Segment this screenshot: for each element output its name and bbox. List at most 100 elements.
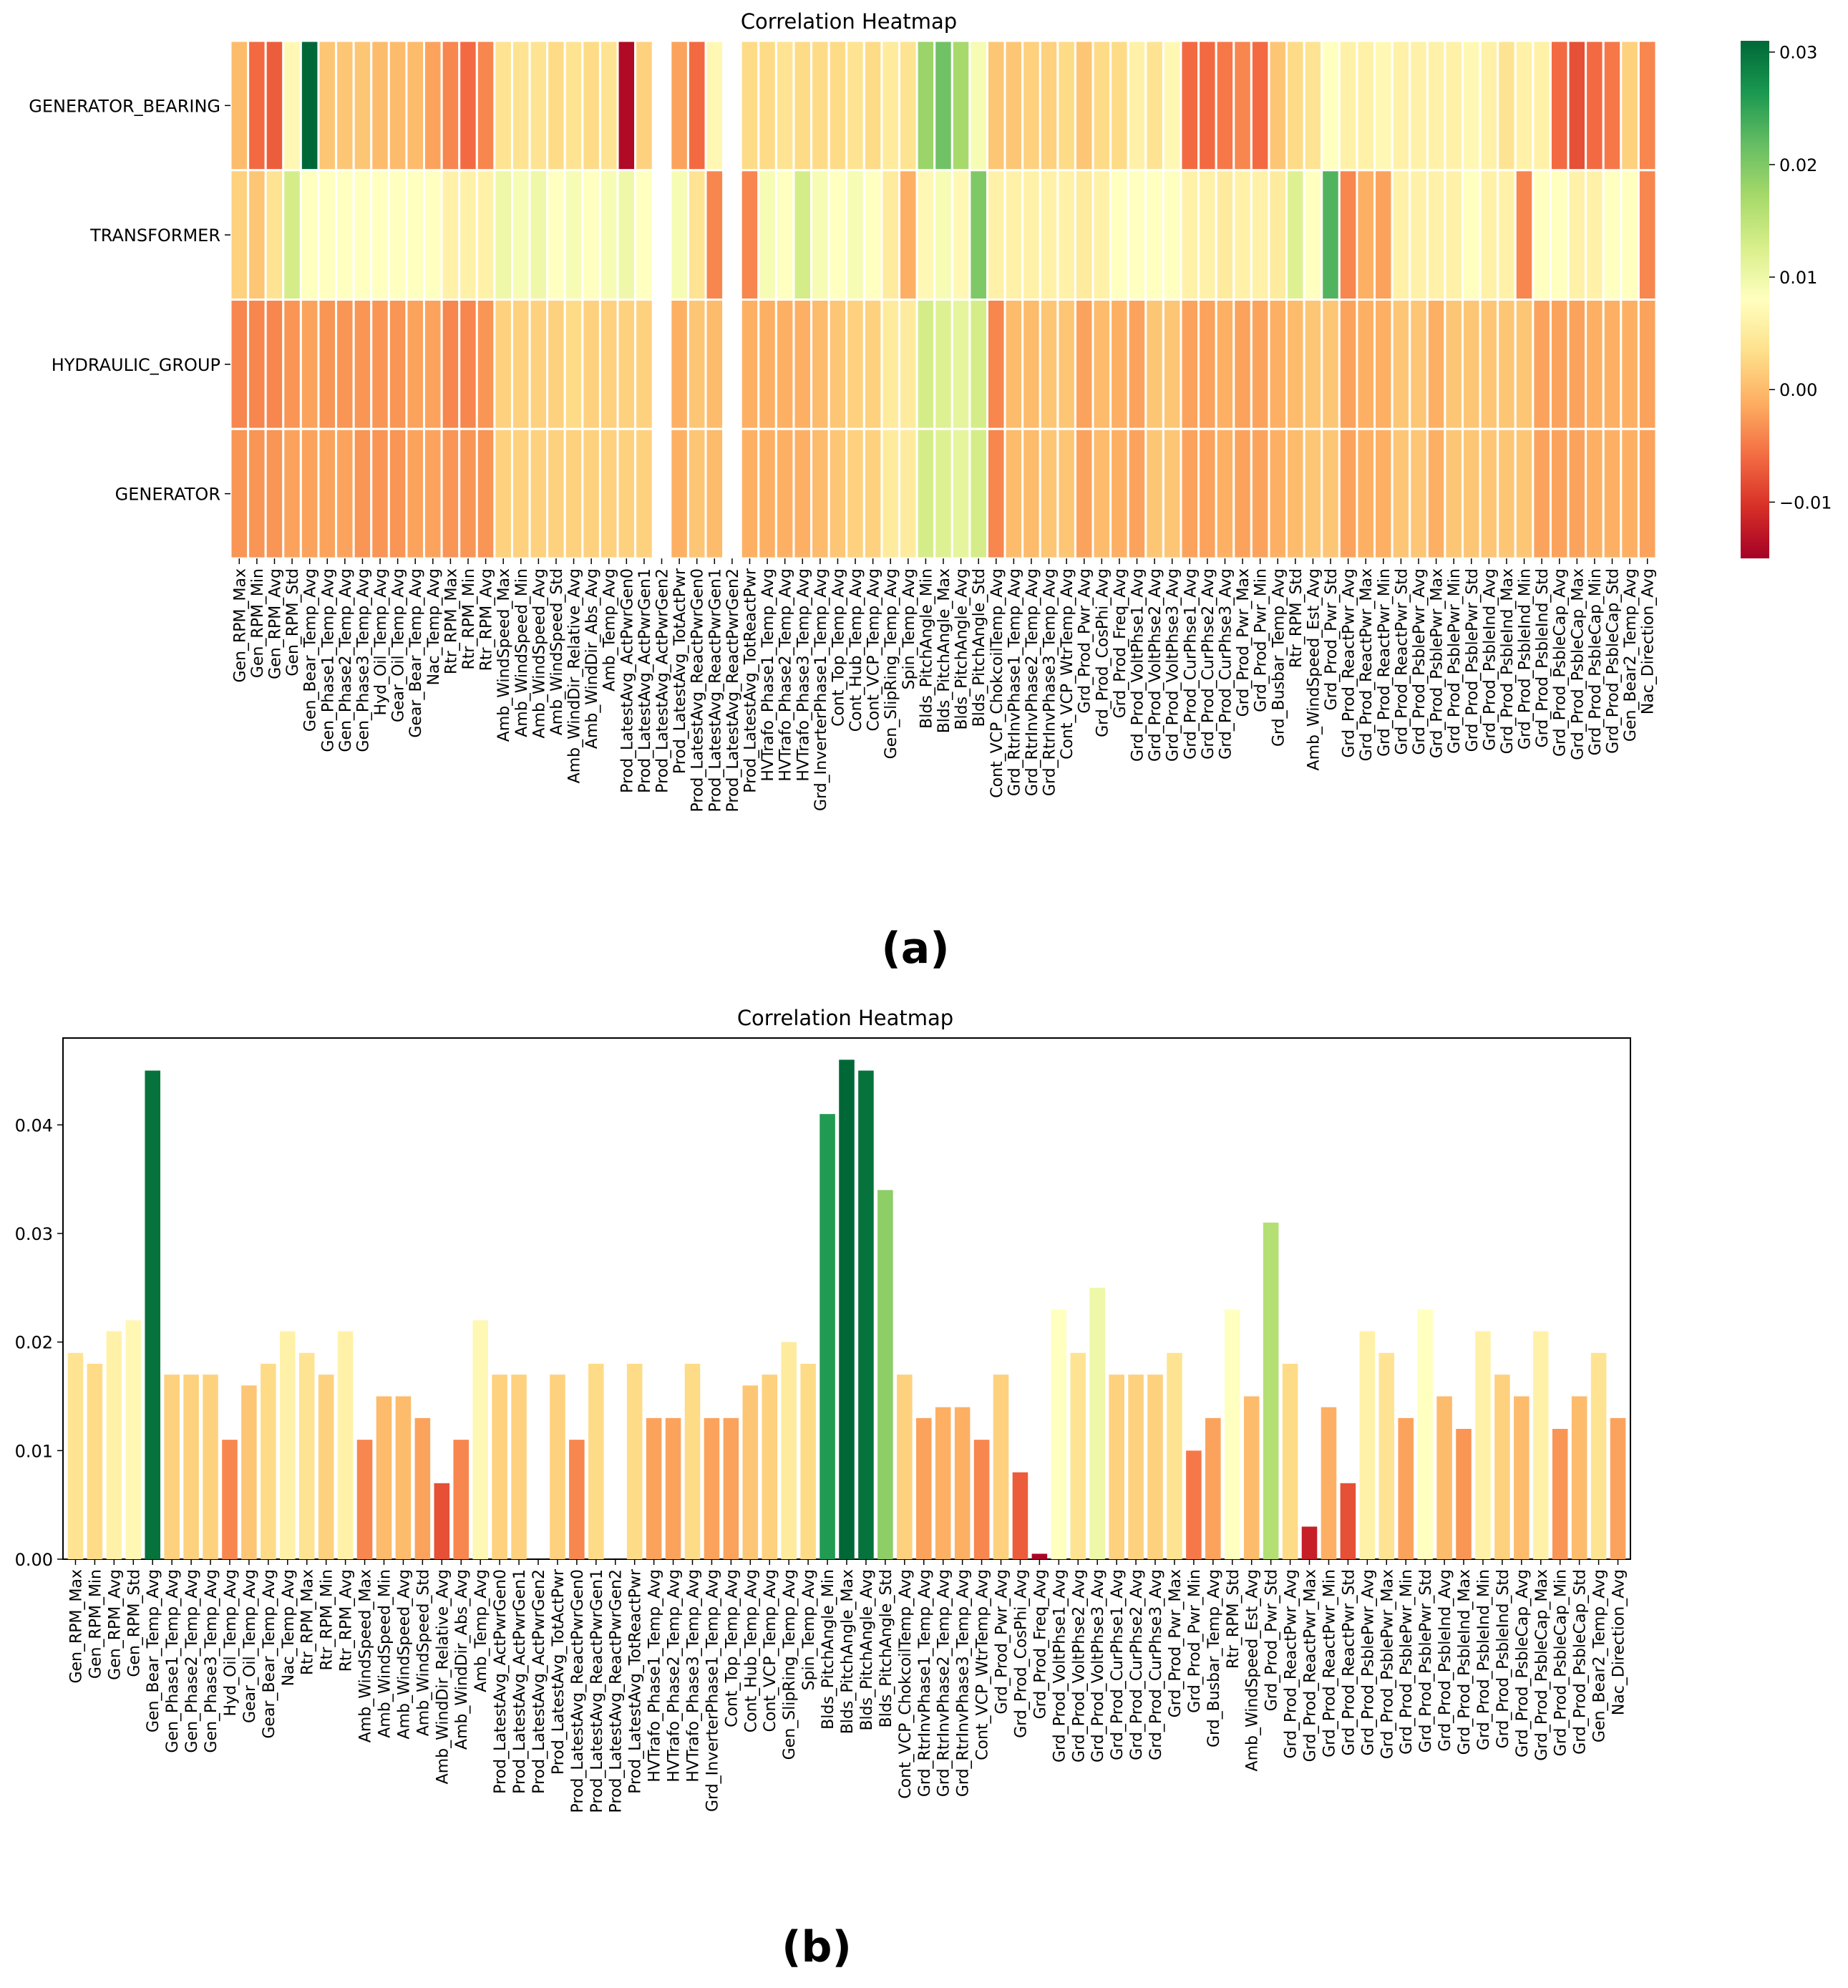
heatmap-cell <box>423 39 443 172</box>
colorbar-gradient <box>1741 41 1769 558</box>
heatmap-cell <box>581 299 601 430</box>
heatmap-cell <box>475 169 496 301</box>
heatmap-cell <box>1514 299 1535 430</box>
bar <box>511 1374 527 1559</box>
column-label: Grd_Prod_Pwr_Min <box>1253 568 1270 712</box>
heatmap-cell <box>898 299 918 430</box>
heatmap-cell <box>1056 299 1076 430</box>
heatmap-cell <box>335 427 355 560</box>
x-tick-label: Nac_Direction_Avg <box>1610 1569 1628 1715</box>
heatmap-cell <box>1091 299 1112 430</box>
heatmap-cell <box>1444 427 1464 560</box>
x-tick-label: Rtr_RPM_Min <box>318 1569 336 1671</box>
bar <box>742 1385 759 1559</box>
heatmap-cell <box>1585 39 1605 172</box>
bar <box>472 1320 488 1559</box>
column-label: Grd_Prod_Pwr_Max <box>1235 568 1253 717</box>
heatmap-cell <box>264 39 285 172</box>
heatmap-cell <box>352 427 373 560</box>
column-label: Rtr_RPM_Avg <box>478 568 496 671</box>
bar <box>588 1364 604 1559</box>
x-tick-label: Amb_WindDir_Relative_Avg <box>434 1569 452 1784</box>
x-tick-label: Blds_PitchAngle_Avg <box>858 1569 876 1731</box>
column-label: Gen_Bear2_Temp_Avg <box>1622 568 1640 742</box>
heatmap-cell <box>1549 427 1570 560</box>
heatmap-cell <box>1444 39 1464 172</box>
heatmap-cell <box>598 169 619 301</box>
heatmap-cell <box>458 39 478 172</box>
bar <box>1610 1417 1626 1559</box>
heatmap-cell <box>1127 169 1147 301</box>
heatmap-cell <box>335 169 355 301</box>
bar <box>1167 1352 1182 1559</box>
heatmap-cell <box>1039 299 1059 430</box>
x-tick-label: Blds_PitchAngle_Min <box>820 1569 837 1730</box>
heatmap-cell <box>880 39 901 172</box>
bar <box>800 1364 816 1559</box>
bar <box>839 1060 855 1559</box>
heatmap-cell <box>616 39 637 172</box>
heatmap-cell <box>1180 169 1200 301</box>
heatmap-cell <box>405 39 426 172</box>
y-tick-label: 0.01 <box>15 1441 53 1461</box>
heatmap-cell <box>616 299 637 430</box>
bar <box>1243 1396 1260 1559</box>
x-tick-label: Hyd_Oil_Temp_Avg <box>222 1569 240 1716</box>
bar <box>1533 1331 1549 1559</box>
heatmap-cell <box>1127 427 1147 560</box>
bar <box>993 1374 1009 1559</box>
heatmap-cell <box>1197 427 1217 560</box>
heatmap-cell <box>1391 39 1411 172</box>
x-tick-label: Gen_RPM_Max <box>67 1569 85 1684</box>
column-label: Grd_RtrInvPhase3_Temp_Avg <box>1041 568 1059 796</box>
column-label: Gen_Bear_Temp_Avg <box>302 568 320 732</box>
heatmap-cell <box>1373 427 1394 560</box>
heatmap-cell <box>1215 427 1235 560</box>
heatmap-cell <box>299 427 320 560</box>
x-tick-label: Spin_Temp_Avg <box>800 1569 818 1690</box>
heatmap-cell <box>1162 169 1182 301</box>
bar <box>183 1374 199 1559</box>
heatmap-cell <box>1549 39 1570 172</box>
heatmap-cell <box>669 39 689 172</box>
x-tick-label: Grd_Prod_ReactPwr_Min <box>1321 1569 1338 1757</box>
heatmap-cell <box>1620 427 1640 560</box>
bar <box>1282 1364 1298 1559</box>
x-tick-label: Gen_RPM_Min <box>87 1569 104 1679</box>
heatmap-cell <box>1620 299 1640 430</box>
bar <box>1128 1374 1144 1559</box>
column-label: Amb_WindSpeed_Max <box>495 568 513 742</box>
column-label: Cont_VCP_Temp_Avg <box>865 568 883 731</box>
heatmap-cell <box>546 169 566 301</box>
column-label: Grd_Prod_PsblePwr_Std <box>1464 568 1482 752</box>
heatmap-cell <box>1373 39 1394 172</box>
heatmap-cell <box>335 39 355 172</box>
heatmap-cells <box>229 39 1658 560</box>
bar <box>820 1114 835 1559</box>
heatmap-cell <box>686 299 707 430</box>
row-label: GENERATOR_BEARING <box>29 96 220 116</box>
heatmap-cell <box>880 299 901 430</box>
heatmap-cell <box>1268 39 1288 172</box>
bar <box>1301 1526 1318 1559</box>
row-label: GENERATOR <box>115 485 220 505</box>
heatmap-cell <box>1109 39 1129 172</box>
heatmap-cell <box>1003 169 1024 301</box>
heatmap-cell <box>528 169 549 301</box>
bar <box>1321 1407 1337 1559</box>
bar <box>1089 1287 1105 1559</box>
bar <box>318 1374 334 1559</box>
x-tick-label: Grd_Prod_ReactPwr_Max <box>1302 1569 1320 1762</box>
heatmap-cell <box>1338 169 1358 301</box>
heatmap-cell <box>282 169 302 301</box>
column-label: Rtr_RPM_Std <box>1288 568 1305 668</box>
heatmap-cell <box>1109 427 1129 560</box>
x-tick-label: Gen_Phase2_Temp_Avg <box>183 1569 201 1753</box>
column-label: Amb_WindSpeed_Min <box>513 568 531 737</box>
column-label: Grd_Prod_PsbleInd_Avg <box>1481 568 1499 751</box>
bar <box>1359 1331 1376 1559</box>
heatmap-cell <box>704 39 725 172</box>
heatmap-cell <box>1409 299 1429 430</box>
heatmap-cell <box>1637 299 1658 430</box>
x-tick-label: Grd_Prod_ReactPwr_Std <box>1340 1569 1358 1755</box>
